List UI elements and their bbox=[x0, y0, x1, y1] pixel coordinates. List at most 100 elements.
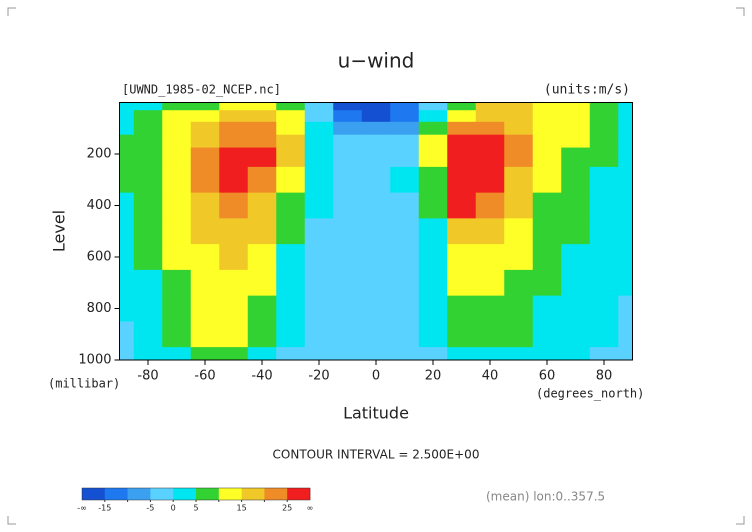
field-cell bbox=[162, 192, 192, 219]
x-tick-label: -60 bbox=[194, 369, 215, 384]
field-cell bbox=[418, 321, 448, 348]
field-cell bbox=[618, 347, 633, 361]
field-cell bbox=[390, 147, 420, 168]
y-tick-label: 800 bbox=[87, 301, 112, 316]
field-cell bbox=[190, 166, 220, 194]
field-cell bbox=[276, 166, 306, 194]
field-cell bbox=[589, 110, 619, 123]
field-cell bbox=[276, 295, 306, 322]
y-tick-label: 400 bbox=[87, 198, 112, 213]
field-cell bbox=[390, 321, 420, 348]
field-cell bbox=[247, 347, 277, 361]
x-tick-label: -20 bbox=[308, 369, 329, 384]
field-cell bbox=[561, 110, 591, 123]
field-cell bbox=[475, 269, 505, 297]
field-cell bbox=[504, 166, 534, 194]
field-cell bbox=[390, 218, 420, 245]
field-cell bbox=[304, 321, 334, 348]
field-cell bbox=[133, 147, 163, 168]
field-cell bbox=[190, 102, 220, 111]
field-cell bbox=[504, 321, 534, 348]
field-cell bbox=[589, 166, 619, 194]
field-cell bbox=[304, 347, 334, 361]
field-cell bbox=[390, 192, 420, 219]
field-cell bbox=[475, 192, 505, 219]
field-cell bbox=[390, 347, 420, 361]
field-cell bbox=[418, 295, 448, 322]
colorbar-tick-label: -5 bbox=[146, 504, 154, 513]
field-cell bbox=[504, 244, 534, 271]
field-cell bbox=[219, 347, 249, 361]
field-cell bbox=[361, 218, 391, 245]
field-cell bbox=[219, 192, 249, 219]
field-cell bbox=[162, 166, 192, 194]
field-cell bbox=[361, 147, 391, 168]
field-cell bbox=[418, 121, 448, 136]
field-cell bbox=[504, 121, 534, 136]
field-cell bbox=[276, 192, 306, 219]
field-cell bbox=[304, 121, 334, 136]
field-cell bbox=[190, 218, 220, 245]
field-cell bbox=[532, 192, 562, 219]
field-cell bbox=[190, 110, 220, 123]
field-cell bbox=[447, 147, 477, 168]
field-cell bbox=[361, 269, 391, 297]
field-cell bbox=[589, 147, 619, 168]
x-tick-label: 20 bbox=[425, 369, 442, 384]
field-cell bbox=[119, 244, 135, 271]
field-cell bbox=[532, 102, 562, 111]
field-cell bbox=[190, 244, 220, 271]
field-cell bbox=[475, 147, 505, 168]
field-cell bbox=[219, 147, 249, 168]
field-cell bbox=[361, 192, 391, 219]
field-cell bbox=[618, 321, 633, 348]
field-cell bbox=[119, 192, 135, 219]
field-cell bbox=[589, 347, 619, 361]
colorbar-segment bbox=[127, 488, 151, 500]
units-label: (units:m/s) bbox=[544, 83, 630, 98]
colorbar-segment bbox=[264, 488, 288, 500]
field-cell bbox=[618, 134, 633, 149]
field-cell bbox=[447, 269, 477, 297]
field-cell bbox=[561, 166, 591, 194]
field-cell bbox=[304, 269, 334, 297]
field-cell bbox=[276, 110, 306, 123]
field-cell bbox=[190, 121, 220, 136]
field-cell bbox=[618, 102, 633, 111]
field-cell bbox=[618, 147, 633, 168]
field-cell bbox=[276, 102, 306, 111]
field-cell bbox=[304, 218, 334, 245]
field-cell bbox=[589, 192, 619, 219]
field-cell bbox=[589, 244, 619, 271]
field-cell bbox=[304, 192, 334, 219]
field-cell bbox=[333, 244, 363, 271]
y-tick-label: 600 bbox=[87, 250, 112, 265]
field-cell bbox=[276, 244, 306, 271]
field-cell bbox=[532, 269, 562, 297]
field-cell bbox=[390, 134, 420, 149]
x-axis-label: Latitude bbox=[343, 404, 409, 423]
field-cell bbox=[119, 147, 135, 168]
field-cell bbox=[304, 102, 334, 111]
colorbar-frame bbox=[81, 487, 311, 501]
field-cell bbox=[276, 321, 306, 348]
field-cell bbox=[532, 244, 562, 271]
field-cell bbox=[589, 295, 619, 322]
field-cell bbox=[119, 110, 135, 123]
colorbar-segment bbox=[173, 488, 197, 500]
field-cell bbox=[532, 295, 562, 322]
field-cell bbox=[219, 244, 249, 271]
field-cell bbox=[532, 321, 562, 348]
field-cell bbox=[247, 244, 277, 271]
field-cell bbox=[247, 102, 277, 111]
subtitle: [UWND_1985-02_NCEP.nc] bbox=[122, 83, 281, 97]
field-cell bbox=[304, 134, 334, 149]
field-cell bbox=[504, 269, 534, 297]
field-cell bbox=[561, 102, 591, 111]
field-cell bbox=[561, 347, 591, 361]
colorbar-tick-label: 25 bbox=[282, 504, 292, 513]
field-cell bbox=[162, 244, 192, 271]
field-cell bbox=[390, 166, 420, 194]
field-cell bbox=[162, 110, 192, 123]
field-cell bbox=[276, 147, 306, 168]
